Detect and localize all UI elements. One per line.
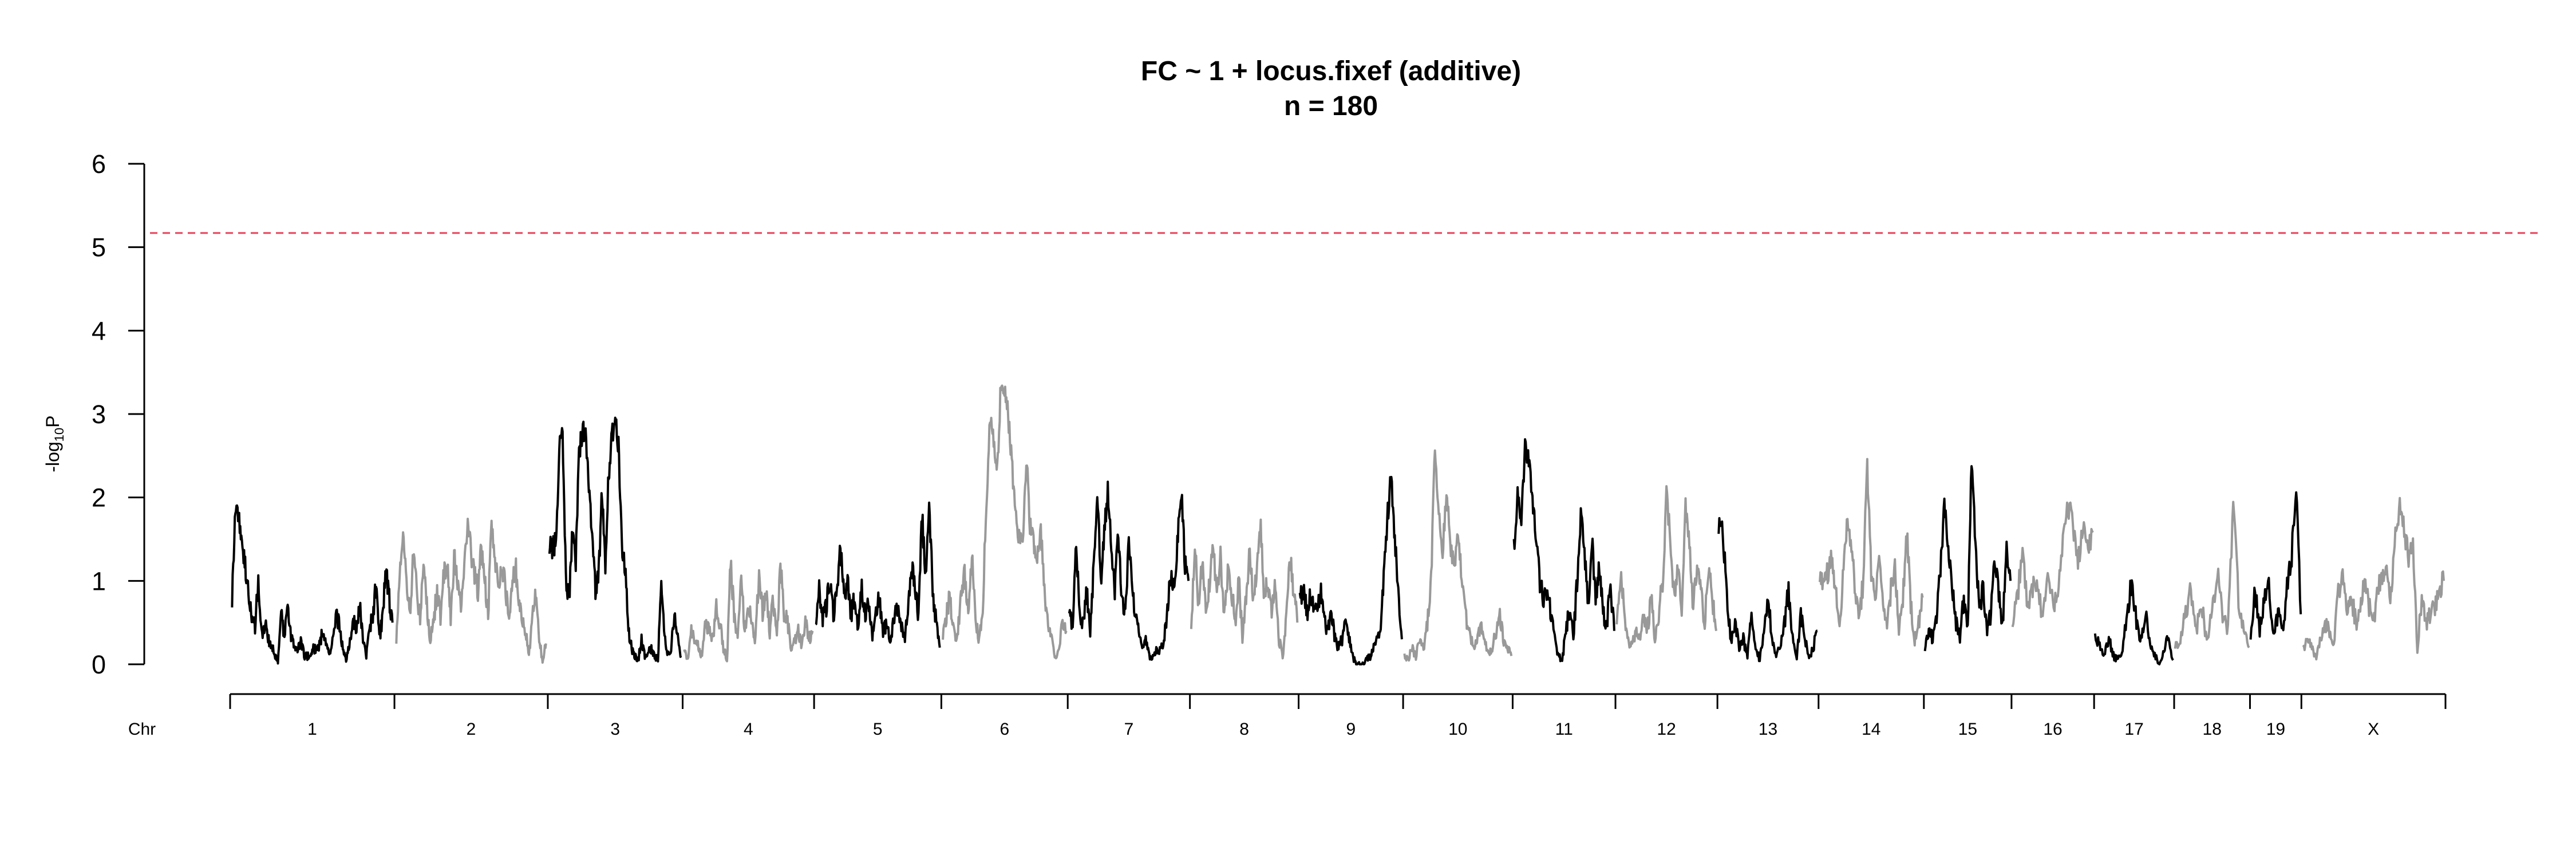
lod-curve-chr-17 — [2093, 579, 2174, 665]
lod-curve-chr-4 — [683, 559, 814, 663]
lod-curve-chr-11 — [1512, 438, 1615, 663]
lod-curve-chr-3 — [548, 416, 682, 663]
chart-title: FC ~ 1 + locus.fixef (additive) — [1141, 56, 1521, 86]
lod-curve-chr-9 — [1298, 476, 1403, 665]
chromosome-label: 8 — [1239, 720, 1249, 739]
x-axis-label: Chr — [128, 720, 156, 739]
y-axis-label-suffix: P — [42, 415, 63, 427]
lod-curve-chr-8 — [1190, 518, 1299, 660]
y-axis-ticks: 0 1 2 3 4 5 6 — [92, 149, 144, 679]
y-tick-label: 3 — [92, 400, 106, 429]
y-tick-label: 2 — [92, 483, 106, 513]
chromosome-label: 1 — [307, 720, 317, 739]
y-tick-label: 0 — [92, 650, 106, 679]
lod-curve-chr-13 — [1717, 517, 1818, 663]
y-axis-label: -log10P — [42, 415, 66, 472]
chromosome-label: 10 — [1448, 720, 1467, 739]
y-tick-label: 5 — [92, 233, 106, 262]
lod-curve-chr-1 — [231, 504, 394, 665]
chromosome-label: 3 — [610, 720, 620, 739]
y-axis-label-subscript: 10 — [52, 428, 66, 442]
chromosome-label: 9 — [1346, 720, 1356, 739]
lod-curve-chr-12 — [1615, 485, 1717, 649]
lod-curve-chr-15 — [1923, 465, 2012, 652]
y-axis-label-prefix: -log — [42, 442, 63, 472]
chromosome-label: 18 — [2203, 720, 2222, 739]
lod-curve-chr-18 — [2174, 501, 2250, 649]
chromosome-label: 15 — [1958, 720, 1977, 739]
chromosome-label: 17 — [2124, 720, 2143, 739]
lod-curve-chr-5 — [815, 501, 941, 648]
chart-subtitle: n = 180 — [1284, 91, 1378, 121]
chromosome-label: 7 — [1124, 720, 1134, 739]
chromosome-label: 6 — [999, 720, 1009, 739]
lod-curve-chr-7 — [1068, 480, 1190, 661]
lod-curves — [231, 384, 2445, 665]
chromosome-axis: 1 2 3 4 5 6 7 8 9 10 11 12 13 14 15 16 17 18 19 X — [229, 694, 2447, 739]
lod-curve-chr-X — [2302, 497, 2445, 661]
lod-curve-chr-19 — [2249, 491, 2302, 640]
chromosome-label: 19 — [2266, 720, 2285, 739]
chromosome-label: 16 — [2043, 720, 2062, 739]
chromosome-label: 13 — [1759, 720, 1777, 739]
chromosome-label: 11 — [1555, 720, 1573, 739]
lod-curve-chr-10 — [1403, 449, 1513, 662]
lod-curve-chr-14 — [1819, 458, 1924, 647]
y-tick-label: 4 — [92, 316, 106, 345]
y-tick-label: 1 — [92, 566, 106, 596]
lod-curve-chr-6 — [942, 384, 1068, 660]
chromosome-label: 12 — [1657, 720, 1676, 739]
chromosome-label: 14 — [1862, 720, 1880, 739]
chromosome-label: X — [2368, 720, 2379, 739]
chromosome-label: 4 — [744, 720, 753, 739]
chromosome-label: 2 — [467, 720, 476, 739]
lod-curve-chr-2 — [395, 518, 547, 664]
y-tick-label: 6 — [92, 149, 106, 179]
lod-curve-chr-16 — [2011, 501, 2094, 628]
chromosome-label: 5 — [873, 720, 883, 739]
